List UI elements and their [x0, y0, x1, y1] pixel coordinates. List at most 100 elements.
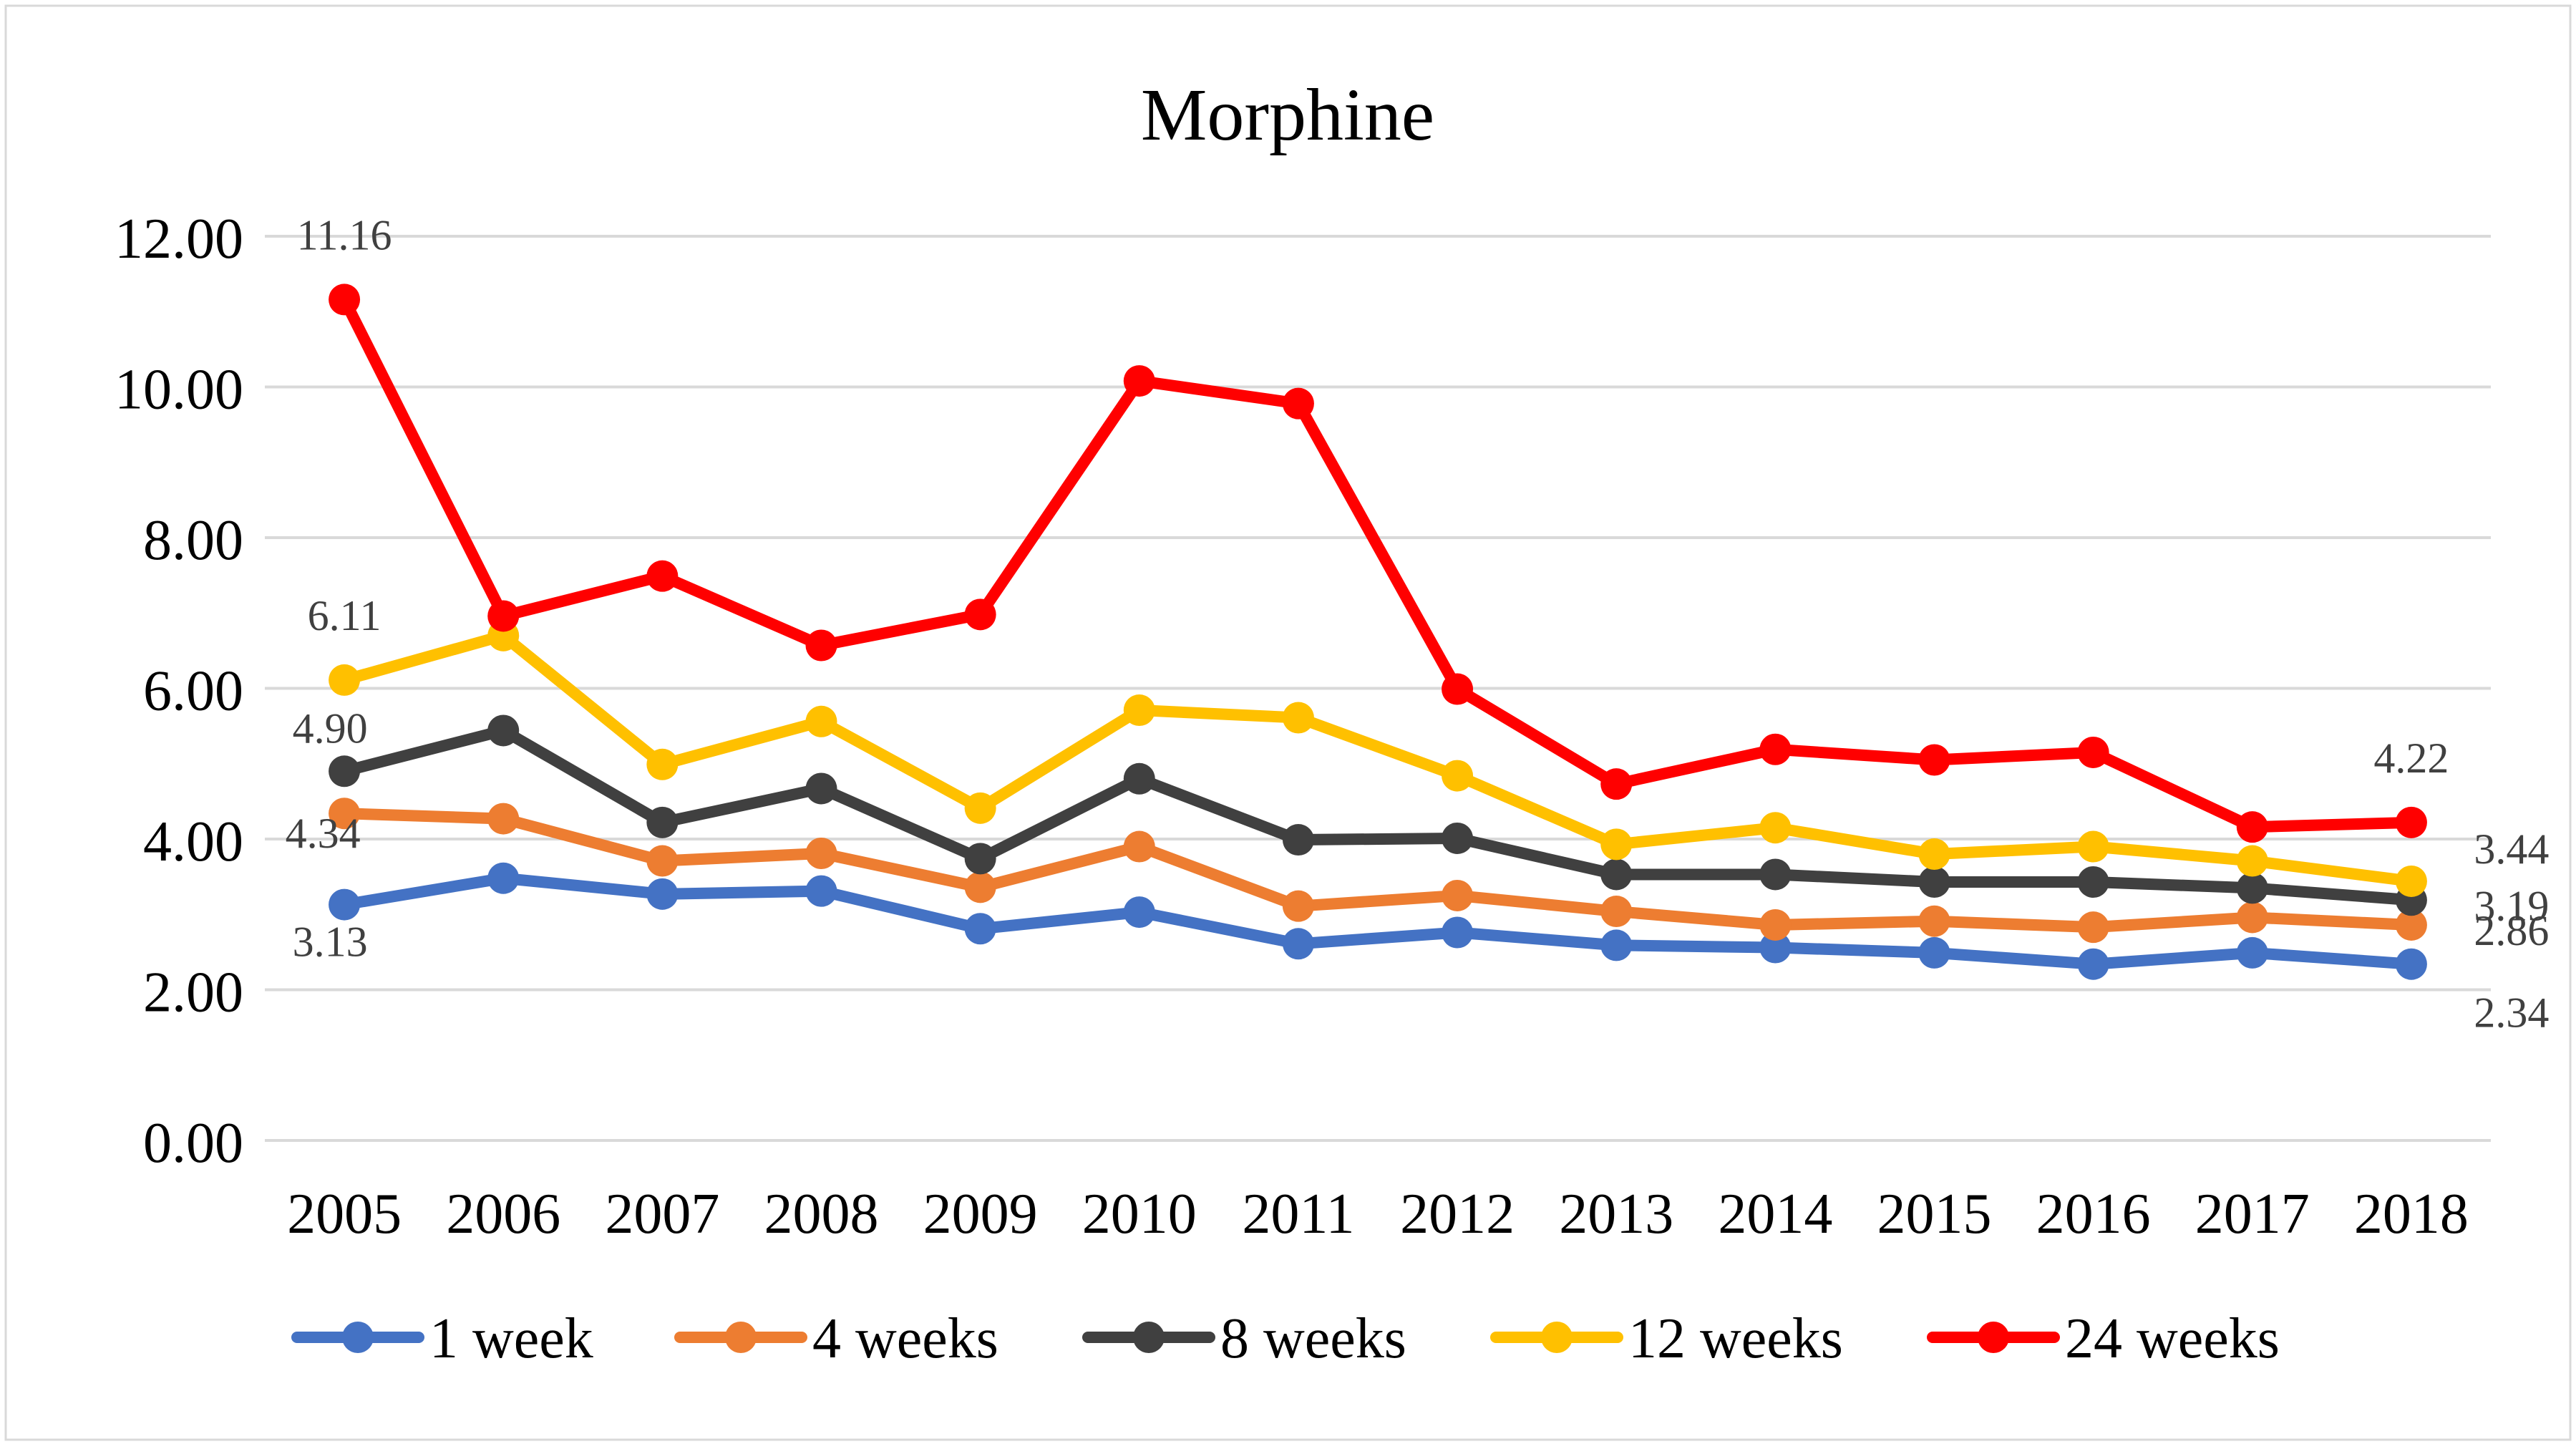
data-label: 4.34	[286, 810, 361, 857]
data-point	[1600, 858, 1633, 891]
data-point	[487, 600, 520, 632]
x-tick-label: 2005	[287, 1183, 402, 1246]
x-tick-label: 2012	[1400, 1183, 1515, 1246]
data-point	[1918, 936, 1950, 969]
legend-swatch-marker	[1541, 1322, 1573, 1353]
data-point	[2395, 908, 2427, 941]
data-point	[329, 755, 361, 788]
data-point	[1123, 896, 1155, 929]
x-tick-label: 2009	[923, 1183, 1038, 1246]
data-point	[646, 878, 679, 910]
series-line	[339, 294, 2417, 833]
data-point	[1282, 824, 1314, 856]
data-point	[1600, 828, 1633, 861]
y-tick-label: 8.00	[143, 509, 243, 572]
data-point	[964, 792, 996, 824]
x-tick-label: 2018	[2354, 1183, 2469, 1246]
chart-title: Morphine	[1141, 74, 1434, 156]
data-label: 2.34	[2474, 989, 2549, 1037]
data-point	[1759, 733, 1792, 765]
x-tick-label: 2010	[1082, 1183, 1197, 1246]
x-tick-label: 2011	[1242, 1183, 1354, 1246]
data-label: 2.86	[2474, 907, 2549, 954]
data-point	[2236, 845, 2268, 877]
series-group	[329, 284, 2427, 980]
x-tick-label: 2006	[446, 1183, 560, 1246]
series-12-weeks	[329, 619, 2427, 897]
data-point	[2236, 936, 2268, 969]
data-point	[1600, 929, 1633, 961]
data-point	[805, 629, 837, 662]
series-line	[339, 629, 2417, 887]
data-point	[329, 798, 361, 830]
legend-label: 1 week	[429, 1307, 593, 1370]
legend-item: 8 weeks	[1082, 1307, 1406, 1370]
data-point	[805, 875, 837, 907]
data-point	[1442, 879, 1474, 911]
data-point	[646, 845, 679, 877]
data-point	[805, 705, 837, 737]
data-point	[1282, 387, 1314, 420]
x-tick-label: 2013	[1559, 1183, 1673, 1246]
x-tick-label: 2014	[1718, 1183, 1832, 1246]
data-label: 11.16	[297, 211, 392, 258]
data-point	[2395, 865, 2427, 897]
data-point	[2395, 948, 2427, 980]
data-point	[2395, 806, 2427, 838]
data-point	[1600, 896, 1633, 928]
data-point	[1282, 890, 1314, 922]
data-point	[487, 714, 520, 747]
legend-swatch-marker	[1978, 1322, 2009, 1353]
y-tick-label: 6.00	[143, 660, 243, 723]
legend-label: 24 weeks	[2065, 1307, 2280, 1370]
legend-swatch-marker	[725, 1322, 757, 1353]
series-line	[339, 808, 2417, 934]
data-point	[2077, 830, 2109, 863]
data-point	[329, 664, 361, 696]
y-axis-ticks: 0.00 2.00 4.00 6.00 8.00 10.00 12.00	[115, 208, 243, 1175]
series-4-weeks	[329, 798, 2427, 944]
legend-item: 4 weeks	[674, 1307, 998, 1370]
y-tick-label: 10.00	[115, 359, 243, 422]
data-point	[964, 598, 996, 631]
data-point	[1759, 931, 1792, 964]
data-point	[646, 806, 679, 838]
data-label: 3.44	[2474, 825, 2549, 873]
data-point	[487, 803, 520, 835]
data-point	[329, 284, 361, 316]
y-tick-label: 12.00	[115, 208, 243, 271]
data-labels: 3.13 2.34 4.34 2.86 4.90 3.19 6.11 3.44 11.16 4.2…	[286, 211, 2550, 1036]
data-point	[1759, 858, 1792, 891]
data-point	[487, 862, 520, 894]
data-point	[1282, 702, 1314, 734]
data-label: 4.90	[293, 704, 368, 752]
legend-item: 1 week	[291, 1307, 593, 1370]
data-point	[2077, 866, 2109, 898]
data-point	[1918, 838, 1950, 871]
data-point	[1600, 768, 1633, 800]
data-label: 3.13	[293, 919, 368, 966]
data-point	[1759, 908, 1792, 941]
data-point	[329, 888, 361, 921]
legend: 1 week 4 weeks 8 weeks 12 weeks 24 weeks	[291, 1307, 2280, 1370]
data-point	[1442, 760, 1474, 792]
data-point	[2236, 811, 2268, 843]
series-24-weeks	[329, 284, 2427, 843]
data-point	[2236, 901, 2268, 934]
series-8-weeks	[329, 714, 2427, 916]
data-point	[646, 748, 679, 780]
series-1-week	[329, 862, 2427, 980]
data-point	[805, 772, 837, 805]
data-point	[1123, 830, 1155, 863]
data-label: 6.11	[308, 592, 381, 639]
legend-label: 4 weeks	[812, 1307, 998, 1370]
x-tick-label: 2008	[764, 1183, 879, 1246]
data-point	[646, 560, 679, 592]
data-point	[1918, 866, 1950, 898]
data-point	[1759, 812, 1792, 844]
data-point	[964, 871, 996, 903]
data-point	[1282, 928, 1314, 960]
data-label: 3.19	[2474, 882, 2549, 929]
